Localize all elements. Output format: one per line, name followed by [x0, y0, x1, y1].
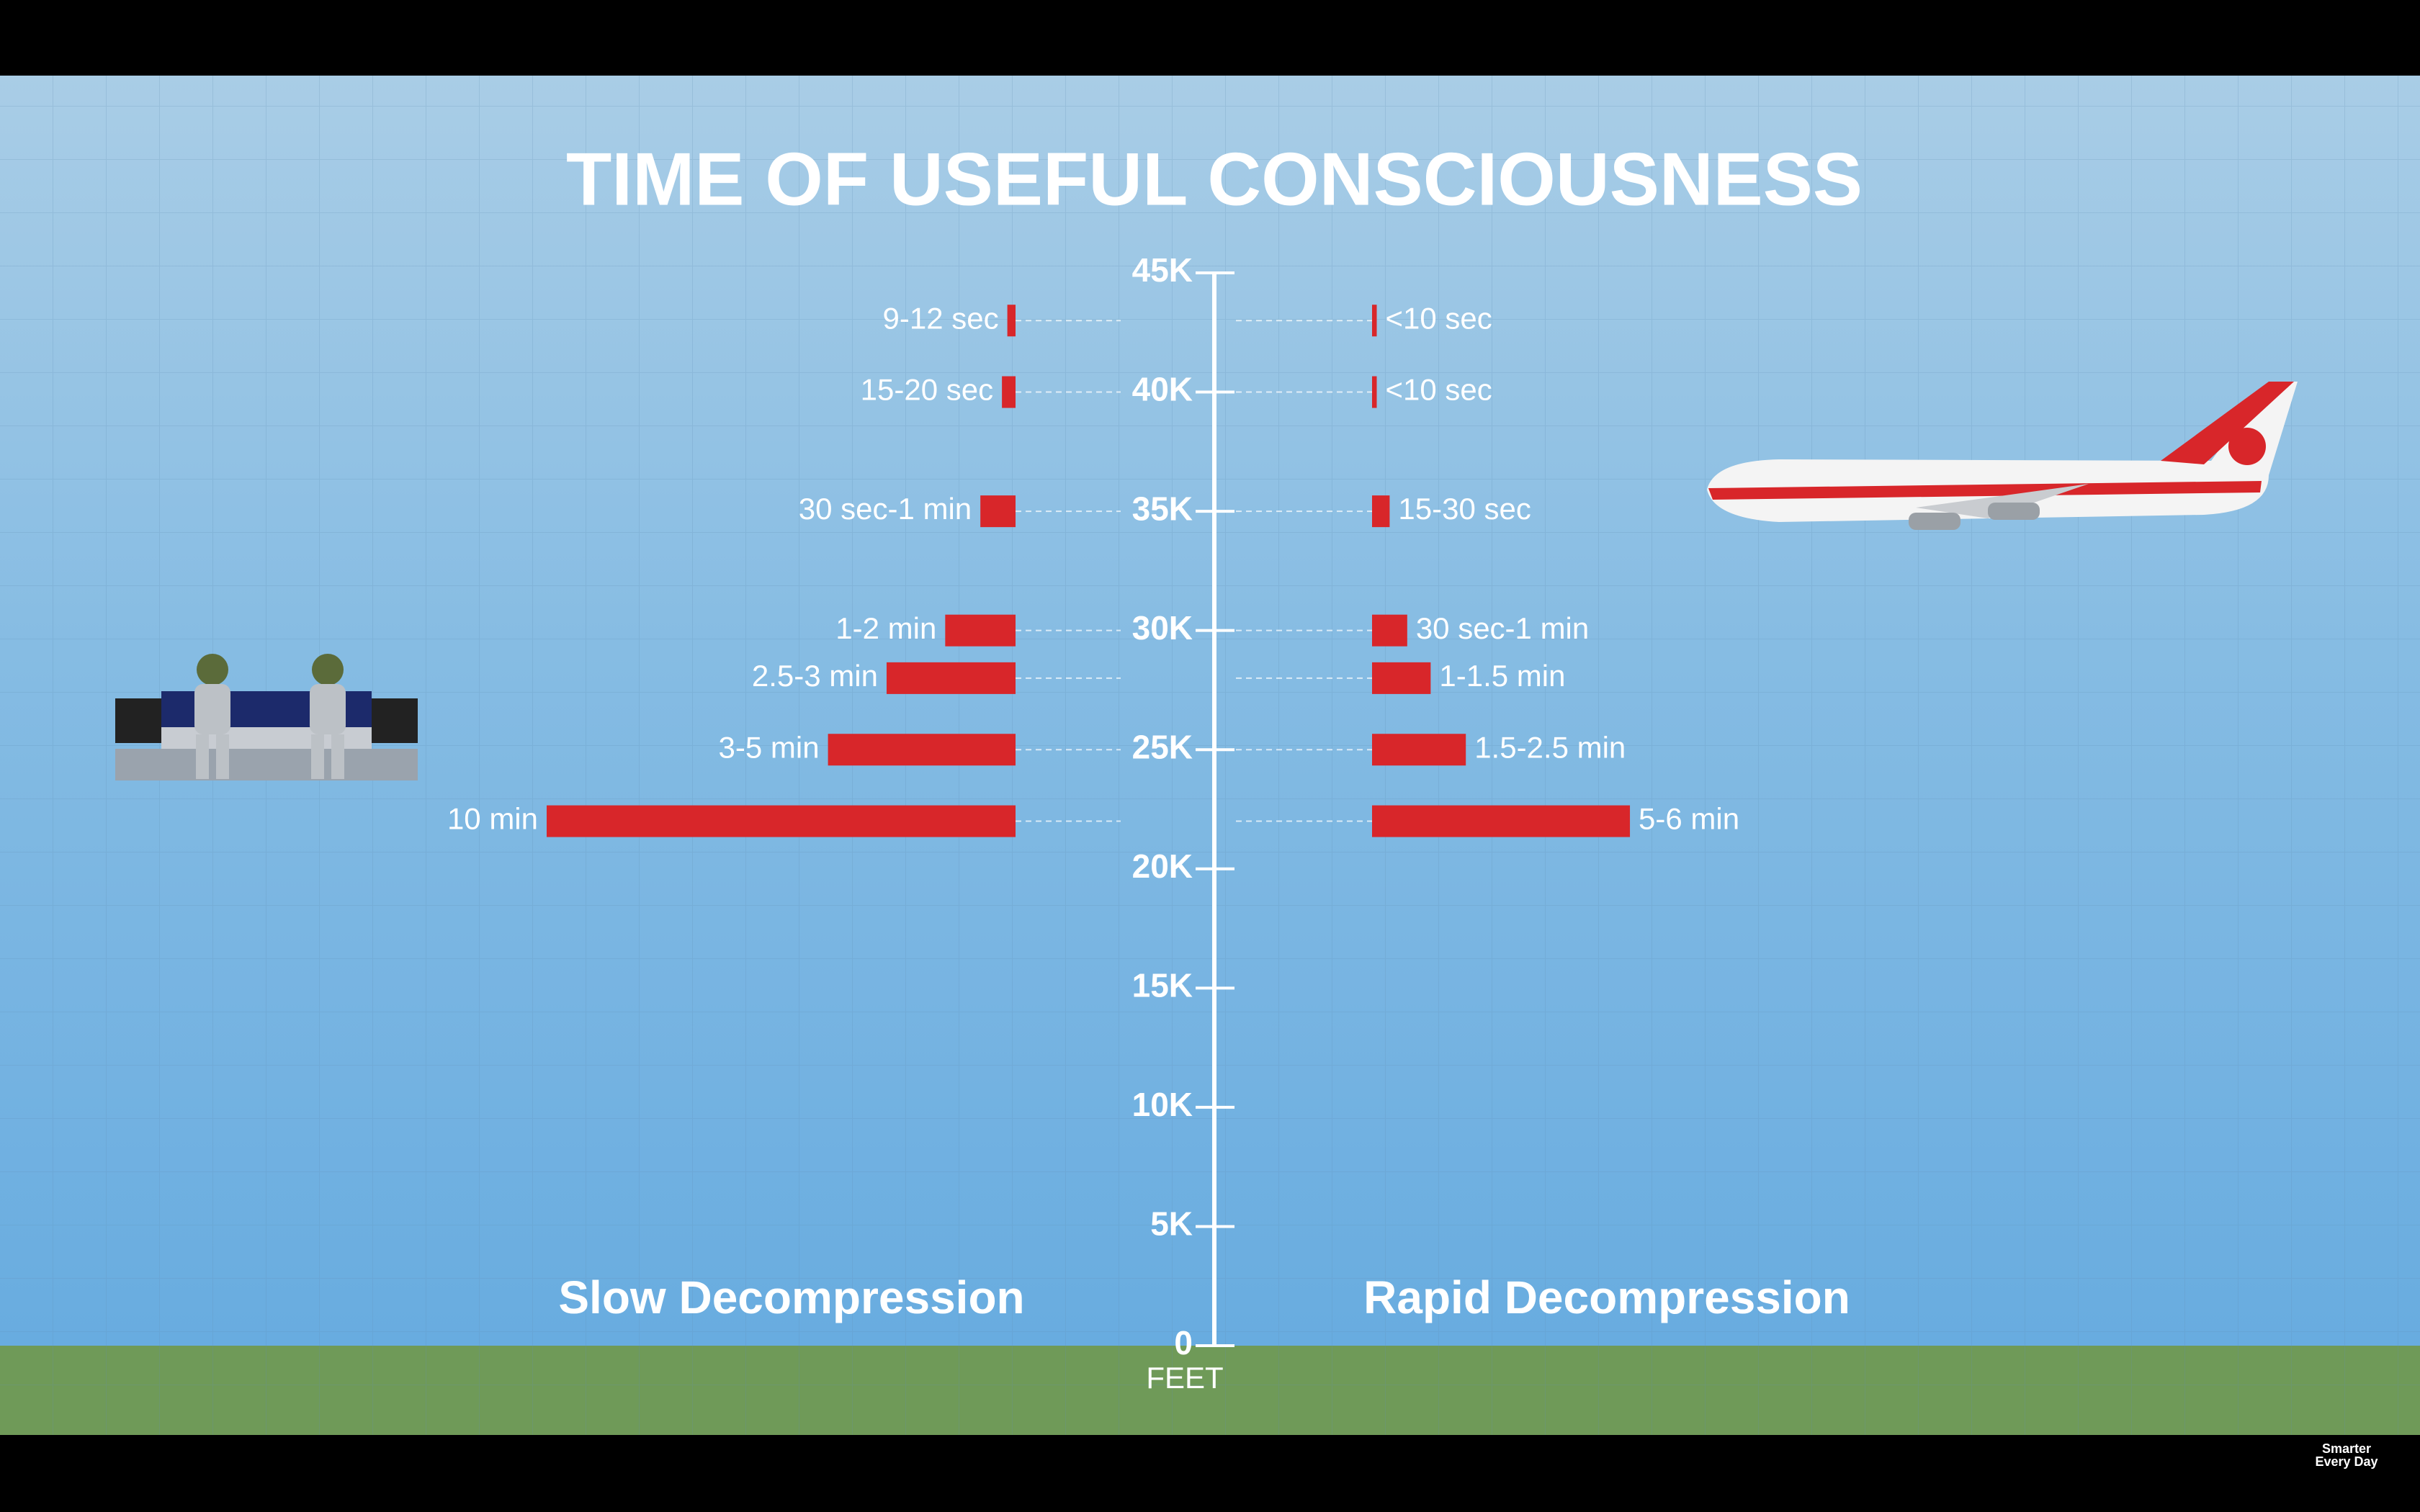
data-label: 15-30 sec: [1398, 492, 1531, 526]
data-label: 10 min: [447, 802, 538, 836]
data-label: 15-20 sec: [861, 373, 993, 407]
data-label: 30 sec-1 min: [1416, 611, 1589, 645]
bar: [1372, 376, 1377, 408]
bar: [1002, 376, 1016, 408]
y-tick-label: 20K: [1132, 847, 1193, 885]
bar: [1372, 495, 1390, 528]
bar: [1007, 305, 1016, 337]
data-label: 2.5-3 min: [752, 659, 878, 693]
y-tick-label: 30K: [1132, 609, 1193, 647]
y-tick-label: 25K: [1132, 728, 1193, 765]
y-tick-label: 5K: [1150, 1205, 1193, 1243]
y-axis-label: FEET: [1146, 1361, 1223, 1395]
bar: [1372, 305, 1377, 337]
chart-title: TIME OF USEFUL CONSCIOUSNESS: [566, 138, 1863, 221]
data-label: <10 sec: [1386, 373, 1492, 407]
bar: [1372, 662, 1431, 694]
pilots-illustration: [115, 654, 418, 780]
y-tick-label: 0: [1174, 1324, 1193, 1362]
data-label: 1.5-2.5 min: [1474, 730, 1626, 764]
data-label: 3-5 min: [719, 730, 820, 764]
data-label: 9-12 sec: [883, 301, 999, 335]
y-tick-label: 15K: [1132, 966, 1193, 1004]
data-label: 1-2 min: [835, 611, 936, 645]
bar: [1372, 614, 1407, 647]
data-label: <10 sec: [1386, 301, 1492, 335]
watermark: Every Day: [2315, 1454, 2378, 1469]
y-tick-label: 45K: [1132, 251, 1193, 289]
data-label: 5-6 min: [1639, 802, 1739, 836]
data-label: 1-1.5 min: [1439, 659, 1565, 693]
bar: [886, 662, 1016, 694]
y-tick-label: 10K: [1132, 1086, 1193, 1123]
legend-label: Slow Decompression: [558, 1272, 1024, 1323]
airplane-illustration: [1707, 382, 2298, 530]
legend-label: Rapid Decompression: [1363, 1272, 1850, 1323]
bar: [945, 614, 1016, 647]
bar: [980, 495, 1016, 528]
bar: [828, 734, 1016, 766]
data-label: 30 sec-1 min: [799, 492, 972, 526]
bar: [547, 805, 1016, 837]
watermark: Smarter: [2322, 1441, 2371, 1456]
y-tick-label: 40K: [1132, 371, 1193, 408]
bar: [1372, 805, 1631, 837]
y-tick-label: 35K: [1132, 490, 1193, 527]
ground-grid: [0, 1346, 2420, 1435]
bar: [1372, 734, 1466, 766]
